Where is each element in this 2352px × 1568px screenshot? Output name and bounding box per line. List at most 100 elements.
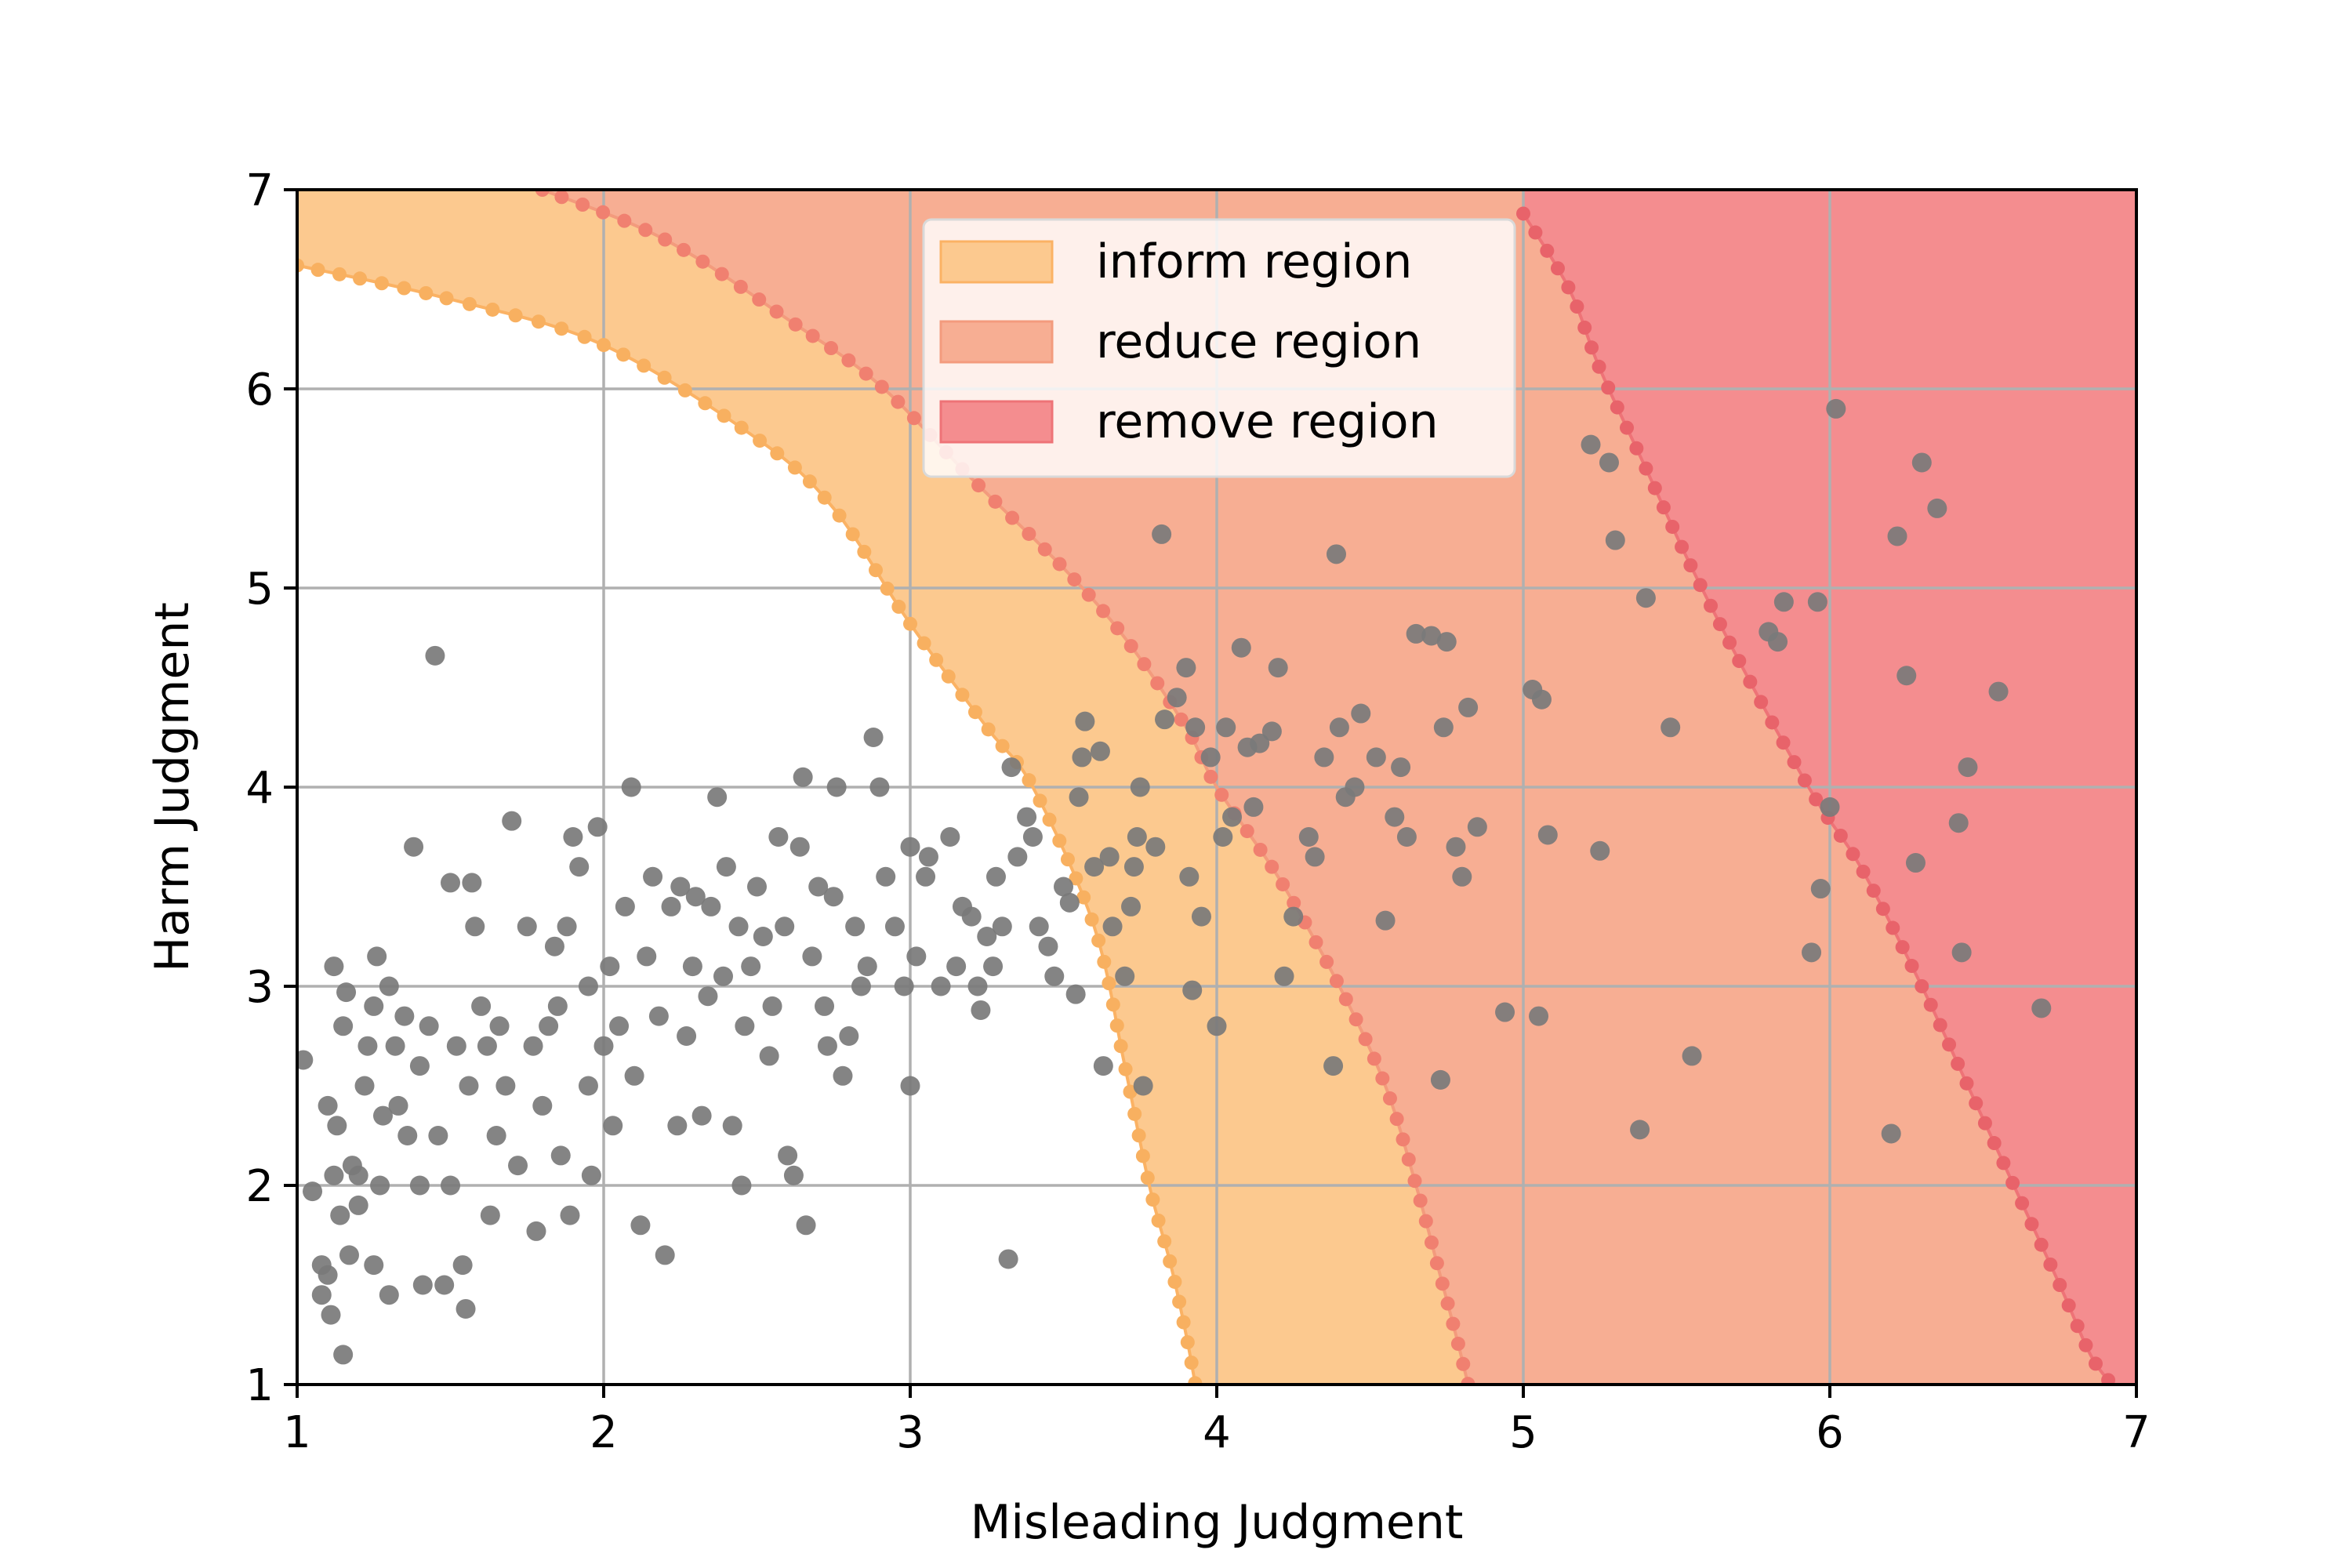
data-point <box>621 777 641 797</box>
data-point <box>1958 757 1978 778</box>
data-point <box>441 873 460 893</box>
boundary-marker <box>2078 1338 2093 1352</box>
data-point <box>1250 733 1270 753</box>
boundary-marker <box>787 460 802 475</box>
data-point <box>735 1016 755 1036</box>
boundary-marker <box>1712 617 1727 632</box>
data-point <box>1927 498 1947 518</box>
data-point <box>428 1126 448 1145</box>
boundary-marker <box>638 223 653 238</box>
boundary-marker <box>1413 1193 1428 1208</box>
x-tick-label: 1 <box>283 1407 311 1458</box>
y-tick-label: 1 <box>245 1360 274 1411</box>
boundary-marker <box>841 353 856 368</box>
boundary-marker <box>717 408 731 423</box>
boundary-marker <box>1610 400 1624 415</box>
data-point <box>523 1036 543 1056</box>
data-point <box>1537 825 1558 845</box>
data-point <box>609 1016 630 1036</box>
data-point <box>728 916 749 937</box>
data-point <box>327 1116 347 1136</box>
data-point <box>560 1205 580 1225</box>
boundary-marker <box>1754 695 1769 710</box>
boundary-marker <box>1005 510 1020 525</box>
boundary-marker <box>1550 261 1565 276</box>
data-point <box>318 1095 338 1116</box>
data-point <box>884 916 905 937</box>
data-point <box>762 996 782 1016</box>
data-point <box>894 976 914 996</box>
data-point <box>1155 710 1175 730</box>
data-point <box>741 956 761 977</box>
data-point <box>471 996 492 1016</box>
data-point <box>1038 936 1058 956</box>
data-point <box>661 896 681 916</box>
boundary-marker <box>805 328 820 343</box>
data-point <box>900 1076 920 1096</box>
data-point <box>550 1145 571 1166</box>
data-point <box>364 996 384 1016</box>
data-point <box>1121 896 1142 916</box>
data-point <box>1951 942 1972 963</box>
data-point <box>946 956 967 977</box>
boundary-marker <box>596 205 611 220</box>
data-point <box>916 866 936 887</box>
data-point <box>1268 658 1288 678</box>
y-tick-label: 3 <box>245 962 274 1013</box>
data-point <box>465 916 485 937</box>
data-point <box>333 1016 354 1036</box>
legend-swatch-remove <box>939 400 1054 444</box>
boundary-marker <box>1765 715 1780 730</box>
boundary-marker <box>733 279 748 294</box>
boundary-marker <box>658 232 673 247</box>
boundary-marker <box>2089 1356 2103 1371</box>
boundary-marker <box>2053 1278 2067 1292</box>
boundary-marker <box>1076 890 1091 905</box>
boundary-marker <box>817 490 832 505</box>
data-point <box>1768 632 1788 652</box>
data-point <box>682 956 702 977</box>
boundary-marker <box>1329 974 1344 989</box>
x-tick-label: 5 <box>1509 1407 1537 1458</box>
boundary-marker <box>916 636 931 651</box>
data-point <box>446 1036 466 1056</box>
boundary-marker <box>1516 206 1530 221</box>
data-point <box>701 896 721 916</box>
boundary-marker <box>2101 1373 2116 1385</box>
boundary-marker <box>1375 1071 1390 1086</box>
data-point <box>906 946 927 967</box>
boundary-marker <box>1081 587 1096 602</box>
boundary-marker <box>832 508 847 523</box>
boundary-marker <box>1915 979 1929 993</box>
boundary-marker <box>858 366 873 381</box>
data-point <box>615 896 635 916</box>
boundary-marker <box>1203 769 1218 784</box>
data-point <box>731 1175 752 1196</box>
boundary-marker <box>1461 1377 1475 1385</box>
boundary-marker <box>1904 959 1919 974</box>
data-point <box>1887 526 1907 546</box>
boundary-marker <box>1084 912 1099 927</box>
data-point <box>1029 916 1049 937</box>
data-point <box>372 1105 393 1126</box>
data-point <box>753 927 773 946</box>
data-point <box>394 1006 415 1026</box>
boundary-marker <box>1675 539 1690 554</box>
data-point <box>648 1006 669 1026</box>
boundary-marker <box>1110 621 1125 636</box>
data-point <box>379 976 399 996</box>
data-point <box>364 1255 384 1276</box>
data-point <box>409 1056 430 1076</box>
boundary-marker <box>1996 1156 2011 1171</box>
data-point <box>722 1116 742 1136</box>
data-point <box>1152 524 1172 544</box>
data-point <box>1130 777 1150 797</box>
boundary-marker <box>1528 225 1543 240</box>
boundary-marker <box>1069 871 1083 886</box>
data-point <box>1323 1056 1344 1076</box>
boundary-marker <box>1440 1296 1455 1311</box>
boundary-marker <box>1592 359 1606 374</box>
boundary-marker <box>1435 1276 1450 1291</box>
x-axis-label: Misleading Judgment <box>971 1495 1464 1550</box>
data-point <box>1054 877 1073 897</box>
